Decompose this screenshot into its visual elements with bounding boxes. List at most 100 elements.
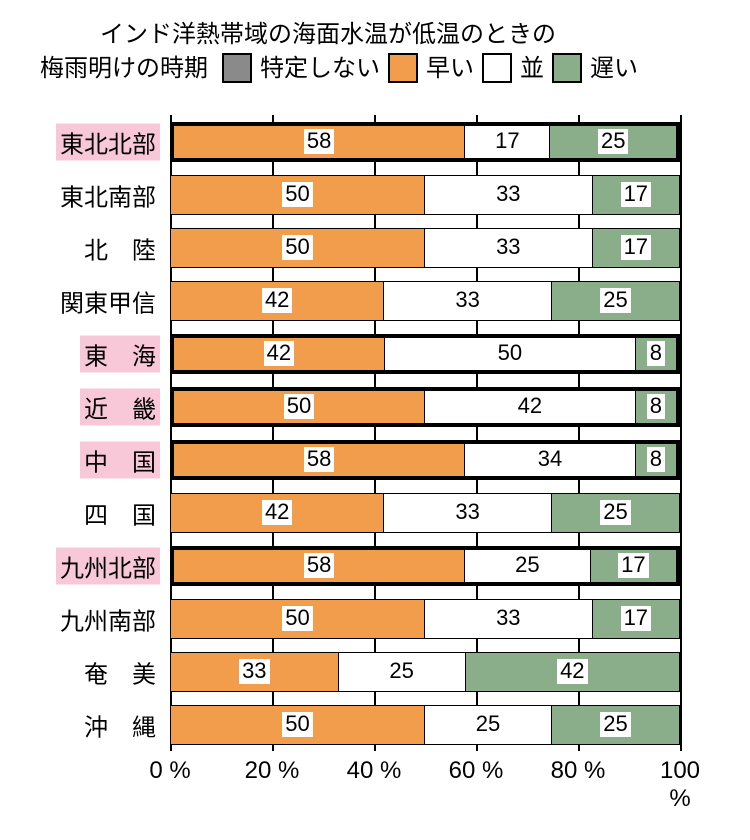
bar-segment-early: 42 — [171, 282, 384, 320]
bar-segment-early: 42 — [171, 494, 384, 532]
bar-segment-normal: 42 — [425, 391, 636, 423]
bar-segment-early: 50 — [171, 600, 425, 638]
segment-value: 42 — [515, 394, 545, 418]
segment-value: 42 — [262, 500, 292, 524]
bar-segment-normal: 33 — [425, 600, 593, 638]
segment-value: 33 — [493, 606, 523, 630]
legend-swatch — [222, 53, 252, 83]
bar-segment-normal: 33 — [425, 176, 593, 214]
legend: 特定しない早い並遅い — [222, 52, 638, 86]
bar-segment-early: 58 — [174, 126, 465, 158]
bar: 50 25 25 — [170, 705, 680, 745]
bar-row: 九州南部503317 — [170, 599, 680, 639]
bar-segment-normal: 33 — [384, 494, 552, 532]
bar: 50 33 17 — [170, 599, 680, 639]
bar-segment-late: 25 — [552, 282, 679, 320]
x-tick-label: 80 % — [551, 757, 606, 785]
bar-segment-early: 42 — [174, 338, 385, 370]
segment-value: 25 — [600, 500, 630, 524]
segment-value: 25 — [473, 712, 503, 736]
legend-swatch — [388, 53, 418, 83]
bar-segment-late: 25 — [552, 706, 679, 744]
segment-value: 33 — [493, 182, 523, 206]
segment-value: 42 — [557, 659, 587, 683]
segment-value: 17 — [621, 606, 651, 630]
row-label: 九州南部 — [56, 600, 160, 637]
bar-row: 東北南部503317 — [170, 175, 680, 215]
bar-segment-late: 17 — [591, 550, 676, 582]
bar-segment-late: 25 — [550, 126, 676, 158]
bar-segment-normal: 25 — [465, 550, 591, 582]
segment-value: 33 — [452, 288, 482, 312]
title-line-2: 梅雨明けの時期 特定しない早い並遅い — [40, 52, 638, 86]
x-tick-label: 60 % — [449, 757, 504, 785]
bar: 42 33 25 — [170, 493, 680, 533]
segment-value: 8 — [647, 341, 665, 365]
segment-value: 25 — [512, 553, 542, 577]
bar-row: 沖 縄502525 — [170, 705, 680, 745]
bar-segment-normal: 25 — [425, 706, 552, 744]
segment-value: 42 — [262, 288, 292, 312]
bar-segment-early: 50 — [174, 391, 425, 423]
segment-value: 25 — [600, 288, 630, 312]
x-tick-label: 100 % — [660, 757, 700, 813]
segment-value: 33 — [452, 500, 482, 524]
bar: 58 25 17 — [170, 546, 680, 586]
legend-label: 特定しない — [260, 52, 380, 86]
bar-segment-late: 17 — [593, 229, 679, 267]
segment-value: 25 — [598, 129, 628, 153]
row-label: 関東甲信 — [56, 282, 160, 319]
segment-value: 50 — [495, 341, 525, 365]
title-line-1: インド洋熱帯域の海面水温が低温のときの — [40, 18, 750, 52]
chart-area: 東北北部581725東北南部503317北 陸503317関東甲信423325東… — [170, 115, 680, 751]
segment-value: 17 — [492, 129, 522, 153]
bar-segment-late: 17 — [593, 176, 679, 214]
bar-row: 近 畿50428 — [170, 387, 680, 427]
segment-value: 58 — [304, 447, 334, 471]
segment-value: 42 — [264, 341, 294, 365]
row-label: 四 国 — [80, 494, 160, 531]
page: インド洋熱帯域の海面水温が低温のときの 梅雨明けの時期 特定しない早い並遅い 東… — [0, 0, 750, 840]
row-label: 東北南部 — [56, 176, 160, 213]
segment-value: 25 — [600, 712, 630, 736]
bar-segment-early: 50 — [171, 176, 425, 214]
title-area: インド洋熱帯域の海面水温が低温のときの 梅雨明けの時期 特定しない早い並遅い — [0, 18, 750, 85]
row-label: 九州北部 — [56, 547, 160, 584]
bar-row: 四 国423325 — [170, 493, 680, 533]
segment-value: 25 — [386, 659, 416, 683]
legend-swatch — [482, 53, 512, 83]
bar-segment-late: 8 — [636, 391, 676, 423]
segment-value: 34 — [535, 447, 565, 471]
bar-row: 北 陸503317 — [170, 228, 680, 268]
bar-segment-normal: 34 — [465, 444, 636, 476]
row-label: 奄 美 — [80, 653, 160, 690]
bar: 58 17 25 — [170, 122, 680, 162]
bar-segment-normal: 50 — [385, 338, 636, 370]
segment-value: 50 — [284, 394, 314, 418]
bar-segment-early: 33 — [171, 653, 339, 691]
segment-value: 50 — [282, 182, 312, 206]
x-tick-label: 40 % — [347, 757, 402, 785]
row-label: 北 陸 — [80, 229, 160, 266]
segment-value: 50 — [282, 606, 312, 630]
segment-value: 58 — [304, 129, 334, 153]
segment-value: 33 — [239, 659, 269, 683]
bar-row: 奄 美332542 — [170, 652, 680, 692]
bar-segment-early: 50 — [171, 706, 425, 744]
bar-segment-normal: 17 — [465, 126, 550, 158]
bar-segment-early: 50 — [171, 229, 425, 267]
segment-value: 50 — [282, 235, 312, 259]
row-label: 東北北部 — [56, 123, 160, 160]
bar: 50 42 8 — [170, 387, 680, 427]
bar-segment-late: 17 — [593, 600, 679, 638]
bar-segment-normal: 33 — [425, 229, 593, 267]
bar: 58 34 8 — [170, 440, 680, 480]
bar-segment-late: 8 — [636, 444, 676, 476]
bar: 50 33 17 — [170, 175, 680, 215]
legend-swatch — [552, 53, 582, 83]
bar-segment-normal: 25 — [339, 653, 466, 691]
row-label: 東 海 — [80, 335, 160, 372]
bar-row: 中 国58348 — [170, 440, 680, 480]
x-tick-label: 0 % — [149, 757, 190, 785]
bar-segment-early: 58 — [174, 550, 465, 582]
